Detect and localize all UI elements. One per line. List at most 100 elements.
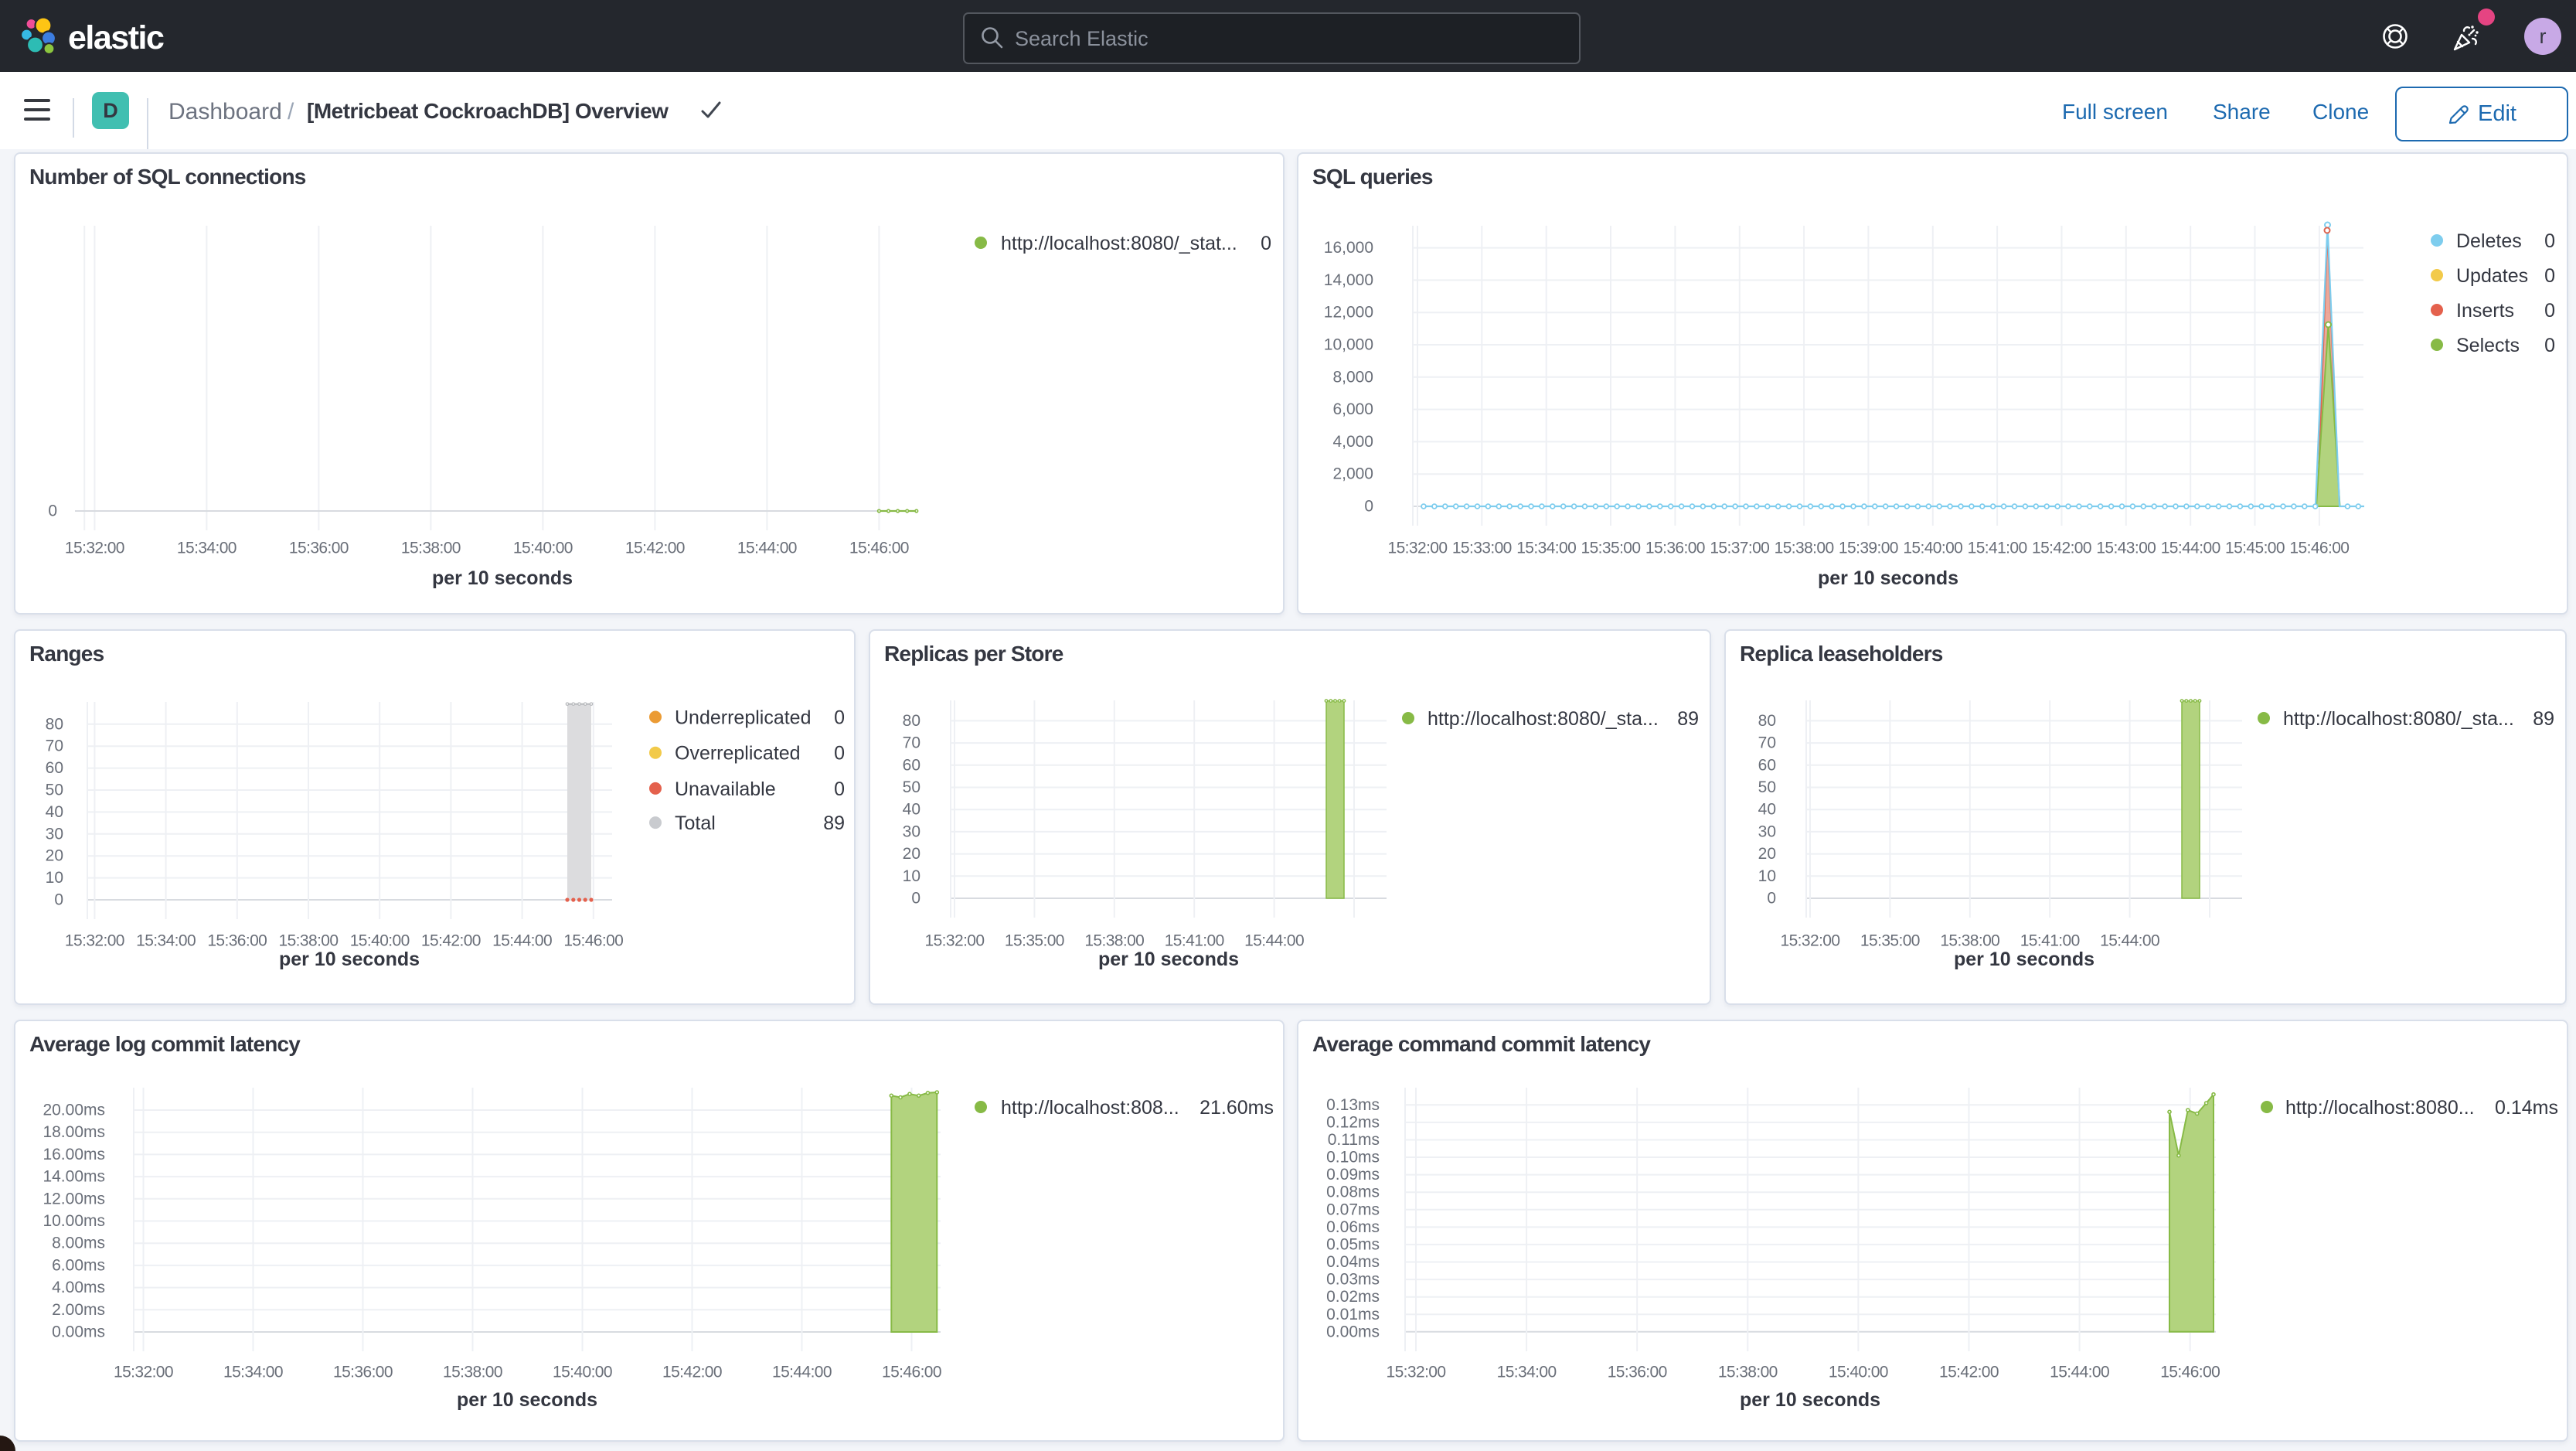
- svg-text:15:32:00: 15:32:00: [925, 932, 985, 950]
- svg-text:2.00ms: 2.00ms: [52, 1301, 105, 1319]
- svg-text:0.00ms: 0.00ms: [52, 1323, 105, 1341]
- svg-text:50: 50: [1758, 778, 1776, 796]
- svg-text:15:38:00: 15:38:00: [1084, 932, 1144, 950]
- svg-text:15:44:00: 15:44:00: [2161, 540, 2220, 557]
- svg-text:15:40:00: 15:40:00: [1903, 540, 1962, 557]
- svg-text:15:45:00: 15:45:00: [2225, 540, 2285, 557]
- svg-text:15:40:00: 15:40:00: [513, 540, 573, 557]
- svg-text:0: 0: [2544, 300, 2555, 322]
- svg-text:Unavailable: Unavailable: [675, 778, 776, 800]
- svg-text:15:40:00: 15:40:00: [553, 1364, 612, 1381]
- svg-text:15:39:00: 15:39:00: [1839, 540, 1898, 557]
- svg-text:15:33:00: 15:33:00: [1452, 540, 1512, 557]
- svg-text:14,000: 14,000: [1324, 271, 1373, 289]
- svg-text:60: 60: [1758, 756, 1776, 774]
- svg-text:http://localhost:8080/_stat...: http://localhost:8080/_stat...: [1001, 233, 1237, 254]
- svg-text:0: 0: [1364, 498, 1373, 516]
- svg-text:Overreplicated: Overreplicated: [675, 743, 801, 765]
- svg-text:0: 0: [911, 890, 920, 908]
- svg-text:0.09ms: 0.09ms: [1326, 1166, 1380, 1184]
- svg-text:15:38:00: 15:38:00: [279, 932, 339, 950]
- svg-text:21.60ms: 21.60ms: [1200, 1097, 1274, 1119]
- svg-text:0.06ms: 0.06ms: [1326, 1218, 1380, 1236]
- svg-text:15:34:00: 15:34:00: [177, 540, 237, 557]
- svg-text:http://localhost:8080/_sta...: http://localhost:8080/_sta...: [2283, 708, 2514, 730]
- svg-text:Selects: Selects: [2456, 335, 2520, 356]
- svg-text:0: 0: [1261, 233, 1271, 254]
- svg-text:20.00ms: 20.00ms: [43, 1102, 105, 1119]
- svg-text:20: 20: [903, 845, 920, 863]
- svg-text:per 10 seconds: per 10 seconds: [1818, 567, 1958, 589]
- svg-text:30: 30: [46, 825, 63, 843]
- svg-text:10.00ms: 10.00ms: [43, 1212, 105, 1230]
- svg-text:50: 50: [903, 778, 920, 796]
- svg-text:15:32:00: 15:32:00: [65, 540, 124, 557]
- svg-text:0.14ms: 0.14ms: [2495, 1097, 2558, 1119]
- svg-text:Updates: Updates: [2456, 265, 2528, 287]
- svg-text:15:40:00: 15:40:00: [350, 932, 410, 950]
- svg-text:0.12ms: 0.12ms: [1326, 1113, 1380, 1131]
- svg-text:0.03ms: 0.03ms: [1326, 1271, 1380, 1289]
- svg-text:15:44:00: 15:44:00: [2100, 932, 2159, 950]
- svg-text:per 10 seconds: per 10 seconds: [279, 949, 420, 970]
- svg-text:40: 40: [46, 803, 63, 821]
- svg-text:0: 0: [834, 778, 845, 800]
- svg-text:0.04ms: 0.04ms: [1326, 1253, 1380, 1271]
- svg-text:per 10 seconds: per 10 seconds: [1740, 1389, 1880, 1411]
- svg-text:Deletes: Deletes: [2456, 230, 2522, 252]
- svg-text:Total: Total: [675, 812, 716, 834]
- svg-text:16,000: 16,000: [1324, 239, 1373, 257]
- svg-text:10: 10: [1758, 867, 1776, 885]
- svg-text:per 10 seconds: per 10 seconds: [457, 1389, 597, 1411]
- svg-text:16.00ms: 16.00ms: [43, 1146, 105, 1163]
- svg-text:60: 60: [46, 759, 63, 777]
- svg-text:15:44:00: 15:44:00: [737, 540, 797, 557]
- svg-text:Underreplicated: Underreplicated: [675, 707, 812, 729]
- svg-text:10: 10: [46, 869, 63, 887]
- svg-text:0.02ms: 0.02ms: [1326, 1288, 1380, 1306]
- svg-text:15:36:00: 15:36:00: [333, 1364, 393, 1381]
- svg-text:15:35:00: 15:35:00: [1005, 932, 1064, 950]
- svg-text:89: 89: [1677, 708, 1699, 730]
- svg-text:15:44:00: 15:44:00: [492, 932, 552, 950]
- svg-text:0.05ms: 0.05ms: [1326, 1235, 1380, 1253]
- svg-text:70: 70: [1758, 734, 1776, 752]
- svg-text:15:44:00: 15:44:00: [2050, 1364, 2109, 1381]
- svg-text:15:37:00: 15:37:00: [1710, 540, 1769, 557]
- svg-text:15:32:00: 15:32:00: [1388, 540, 1448, 557]
- svg-text:15:34:00: 15:34:00: [136, 932, 196, 950]
- svg-text:15:36:00: 15:36:00: [1645, 540, 1705, 557]
- svg-text:0: 0: [48, 502, 57, 520]
- svg-text:15:36:00: 15:36:00: [1608, 1364, 1667, 1381]
- svg-text:12,000: 12,000: [1324, 304, 1373, 322]
- svg-text:89: 89: [823, 812, 845, 834]
- svg-text:15:34:00: 15:34:00: [1497, 1364, 1557, 1381]
- svg-text:per 10 seconds: per 10 seconds: [432, 567, 573, 589]
- svg-text:89: 89: [2533, 708, 2554, 730]
- svg-text:6,000: 6,000: [1332, 400, 1373, 418]
- svg-text:15:32:00: 15:32:00: [1781, 932, 1840, 950]
- svg-text:80: 80: [903, 712, 920, 730]
- svg-text:15:42:00: 15:42:00: [625, 540, 685, 557]
- svg-text:15:41:00: 15:41:00: [1968, 540, 2027, 557]
- svg-text:2,000: 2,000: [1332, 465, 1373, 483]
- svg-text:0.10ms: 0.10ms: [1326, 1149, 1380, 1167]
- svg-text:15:38:00: 15:38:00: [1940, 932, 1999, 950]
- svg-text:15:46:00: 15:46:00: [2160, 1364, 2220, 1381]
- svg-text:15:38:00: 15:38:00: [401, 540, 461, 557]
- svg-text:15:42:00: 15:42:00: [2032, 540, 2091, 557]
- svg-text:0.00ms: 0.00ms: [1326, 1323, 1380, 1340]
- svg-text:per 10 seconds: per 10 seconds: [1954, 949, 2094, 970]
- svg-text:10: 10: [903, 867, 920, 885]
- svg-text:20: 20: [46, 847, 63, 865]
- svg-text:15:36:00: 15:36:00: [207, 932, 267, 950]
- svg-text:15:42:00: 15:42:00: [421, 932, 481, 950]
- svg-text:15:35:00: 15:35:00: [1581, 540, 1641, 557]
- svg-text:0.01ms: 0.01ms: [1326, 1306, 1380, 1323]
- svg-text:15:46:00: 15:46:00: [849, 540, 909, 557]
- svg-text:20: 20: [1758, 845, 1776, 863]
- svg-text:15:44:00: 15:44:00: [1244, 932, 1304, 950]
- svg-text:15:46:00: 15:46:00: [882, 1364, 941, 1381]
- svg-text:12.00ms: 12.00ms: [43, 1190, 105, 1207]
- svg-text:per 10 seconds: per 10 seconds: [1098, 949, 1239, 970]
